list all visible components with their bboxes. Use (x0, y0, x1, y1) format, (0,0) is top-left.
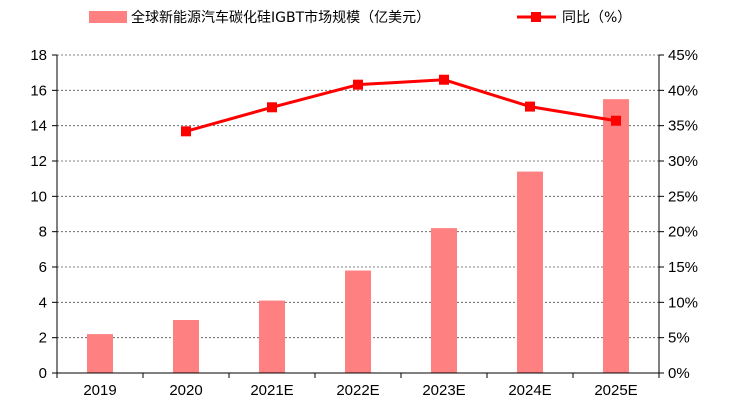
right-tick-label: 0% (668, 365, 690, 382)
x-tick-label: 2019 (83, 382, 116, 399)
right-axis-tick-labels: 0% 5% 10% 15% 20% 25% 30% 35% 40% 45% (668, 47, 698, 382)
legend-bar-label: 全球新能源汽车碳化硅IGBT市场规模（亿美元） (131, 9, 430, 26)
growth-point-2024E (525, 101, 535, 112)
bar-2023E (431, 228, 457, 373)
bar-series (87, 99, 629, 374)
bar-2022E (345, 270, 371, 373)
right-tick-label: 35% (668, 118, 698, 135)
bar-2019 (87, 334, 113, 373)
right-tick-label: 20% (668, 224, 698, 241)
left-tick-label: 14 (30, 118, 47, 135)
right-tick-label: 10% (668, 294, 698, 311)
right-tick-label: 15% (668, 259, 698, 276)
left-tick-label: 10 (30, 188, 47, 205)
left-tick-label: 18 (30, 47, 47, 64)
left-tick-label: 12 (30, 153, 47, 170)
left-tick-label: 4 (39, 294, 47, 311)
axes (52, 54, 664, 378)
x-axis-tick-labels: 2019 2020 2021E 2022E 2023E 2024E 2025E (83, 382, 637, 399)
right-tick-label: 45% (668, 47, 698, 64)
x-tick-label: 2024E (508, 382, 551, 399)
left-tick-label: 16 (30, 82, 47, 99)
growth-line (185, 78, 617, 133)
legend: 全球新能源汽车碳化硅IGBT市场规模（亿美元） 同比（%） (89, 9, 631, 26)
left-tick-label: 0 (39, 365, 47, 382)
x-tick-label: 2020 (169, 382, 202, 399)
legend-line-label: 同比（%） (562, 10, 631, 26)
bar-2025E (603, 99, 629, 374)
legend-bar-swatch (89, 11, 127, 23)
left-tick-label: 8 (39, 224, 47, 241)
bar-2024E (517, 171, 543, 373)
right-tick-label: 5% (668, 330, 690, 347)
x-tick-label: 2022E (336, 382, 379, 399)
left-axis-tick-labels: 0 2 4 6 8 10 12 14 16 18 (30, 47, 47, 382)
left-tick-label: 2 (39, 330, 47, 347)
right-tick-label: 30% (668, 153, 698, 170)
right-tick-label: 40% (668, 82, 698, 99)
growth-point-2023E (439, 74, 449, 85)
growth-point-2021E (267, 102, 277, 113)
growth-point-2022E (353, 79, 363, 90)
x-tick-label: 2021E (250, 382, 293, 399)
bar-2020 (173, 320, 199, 373)
growth-point-2020 (181, 126, 191, 137)
line-series (181, 74, 621, 137)
growth-point-2025E (611, 115, 621, 126)
left-tick-label: 6 (39, 259, 47, 276)
x-tick-label: 2025E (594, 382, 637, 399)
bar-2021E (259, 300, 285, 373)
right-tick-label: 25% (668, 188, 698, 205)
grid-lines (57, 54, 659, 339)
legend-line-marker (531, 12, 541, 22)
x-tick-label: 2023E (422, 382, 465, 399)
